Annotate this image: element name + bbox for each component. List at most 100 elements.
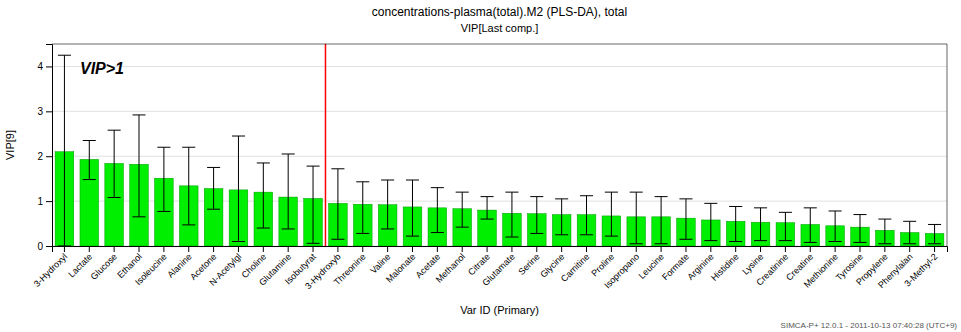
error-bar <box>530 197 543 234</box>
error-bar <box>406 180 419 236</box>
error-bar-cap-low <box>431 232 444 233</box>
x-axis: 3-HydroxylLactateGlucoseEthanolIsoleucin… <box>32 246 948 291</box>
error-bar-cap-low <box>679 239 692 240</box>
error-bar <box>207 167 220 209</box>
error-bar <box>505 192 518 237</box>
x-tick: Isoleucine <box>133 246 169 287</box>
x-tick-label: Formate <box>660 251 691 282</box>
error-bar-cap-high <box>505 192 518 193</box>
error-bar-cap-high <box>779 212 792 213</box>
x-tick-mark <box>313 246 314 252</box>
error-bar <box>108 130 121 197</box>
error-bar <box>804 208 817 243</box>
y-tick-label: 4 <box>37 61 43 72</box>
error-bar <box>456 192 469 227</box>
error-bar <box>431 188 444 233</box>
x-tick-label: Methionine <box>802 251 840 289</box>
error-bar <box>829 211 842 242</box>
error-bar <box>232 136 245 241</box>
error-bar-cap-high <box>157 147 170 148</box>
error-bar-stem <box>139 115 140 217</box>
y-tick: 3 <box>37 106 52 117</box>
error-bar <box>630 192 643 244</box>
x-tick-mark <box>462 246 463 252</box>
error-bar-cap-high <box>456 192 469 193</box>
x-tick-mark <box>89 246 90 252</box>
error-bar-stem <box>362 182 363 234</box>
error-bar-cap-high <box>331 168 344 169</box>
x-tick-label: Creatinine <box>754 251 790 287</box>
error-bar-stem <box>213 167 214 209</box>
y-tick-mark <box>46 66 52 67</box>
error-bar-cap-low <box>729 241 742 242</box>
error-bar-cap-high <box>655 196 668 197</box>
error-bar <box>157 147 170 211</box>
error-bar <box>356 182 369 234</box>
x-tick-mark <box>263 246 264 252</box>
error-bar-cap-high <box>207 167 220 168</box>
error-bar-cap-low <box>58 246 71 247</box>
x-tick: Malonate <box>384 246 417 285</box>
error-bar-cap-high <box>83 140 96 141</box>
error-bar-stem <box>89 141 90 180</box>
grid <box>52 66 947 246</box>
error-bar-cap-high <box>282 153 295 154</box>
error-bar-stem <box>337 169 338 239</box>
error-bar-stem <box>487 197 488 219</box>
x-tick-mark <box>561 246 562 252</box>
error-bar <box>679 199 692 239</box>
error-bar <box>331 169 344 239</box>
error-bar-stem <box>536 197 537 234</box>
x-tick-label: Carnitine <box>559 251 592 284</box>
error-bar-stem <box>785 212 786 240</box>
error-bar-stem <box>561 199 562 235</box>
error-bar-cap-low <box>555 234 568 235</box>
x-tick-mark <box>909 246 910 252</box>
chart: concentrations-plasma(total).M2 (PLS-DA)… <box>0 0 961 332</box>
error-bar-cap-high <box>431 187 444 188</box>
x-tick-mark <box>611 246 612 252</box>
error-bar-stem <box>238 136 239 241</box>
error-bar-cap-low <box>505 237 518 238</box>
frame-top <box>52 44 947 45</box>
x-axis-line <box>53 247 948 253</box>
error-bar <box>754 208 767 241</box>
y-tick-mark <box>46 156 52 157</box>
x-tick: Isopropano <box>602 246 641 290</box>
error-bar-stem <box>462 192 463 227</box>
x-tick-mark <box>337 246 338 252</box>
error-bar-stem <box>263 163 264 228</box>
x-tick-mark <box>511 246 512 252</box>
error-bar-cap-high <box>108 130 121 131</box>
error-bar-cap-low <box>108 197 121 198</box>
error-bar-stem <box>859 215 860 243</box>
divider-line <box>325 44 327 246</box>
error-bar-cap-low <box>83 179 96 180</box>
grid-line <box>52 66 947 67</box>
error-bar-cap-high <box>928 224 941 225</box>
error-bar-cap-low <box>853 242 866 243</box>
error-bar <box>257 163 270 228</box>
error-bar <box>381 180 394 229</box>
x-tick: 3-Methyl-2 <box>902 246 939 289</box>
x-tick: Valine <box>368 246 392 276</box>
y-axis-title: VIP[9] <box>4 130 16 160</box>
x-tick-mark <box>163 246 164 252</box>
x-tick-label: Isoleucine <box>133 251 169 287</box>
error-bar-stem <box>909 221 910 243</box>
error-bar-stem <box>387 180 388 229</box>
error-bar-stem <box>934 224 935 243</box>
x-tick: Carnitine <box>559 246 592 284</box>
x-tick-label: Glutamate <box>480 251 516 287</box>
error-bar-cap-low <box>878 243 891 244</box>
error-bar-cap-high <box>132 114 145 115</box>
x-tick: Threonine <box>332 246 368 287</box>
x-tick-mark <box>710 246 711 252</box>
error-bar-cap-high <box>903 221 916 222</box>
error-bar-cap-low <box>903 243 916 244</box>
error-bar-cap-low <box>157 211 170 212</box>
error-bar-cap-high <box>58 55 71 56</box>
x-tick-label: N-Acetylgl <box>207 251 243 287</box>
error-bar-cap-low <box>182 224 195 225</box>
error-bar-stem <box>114 130 115 197</box>
